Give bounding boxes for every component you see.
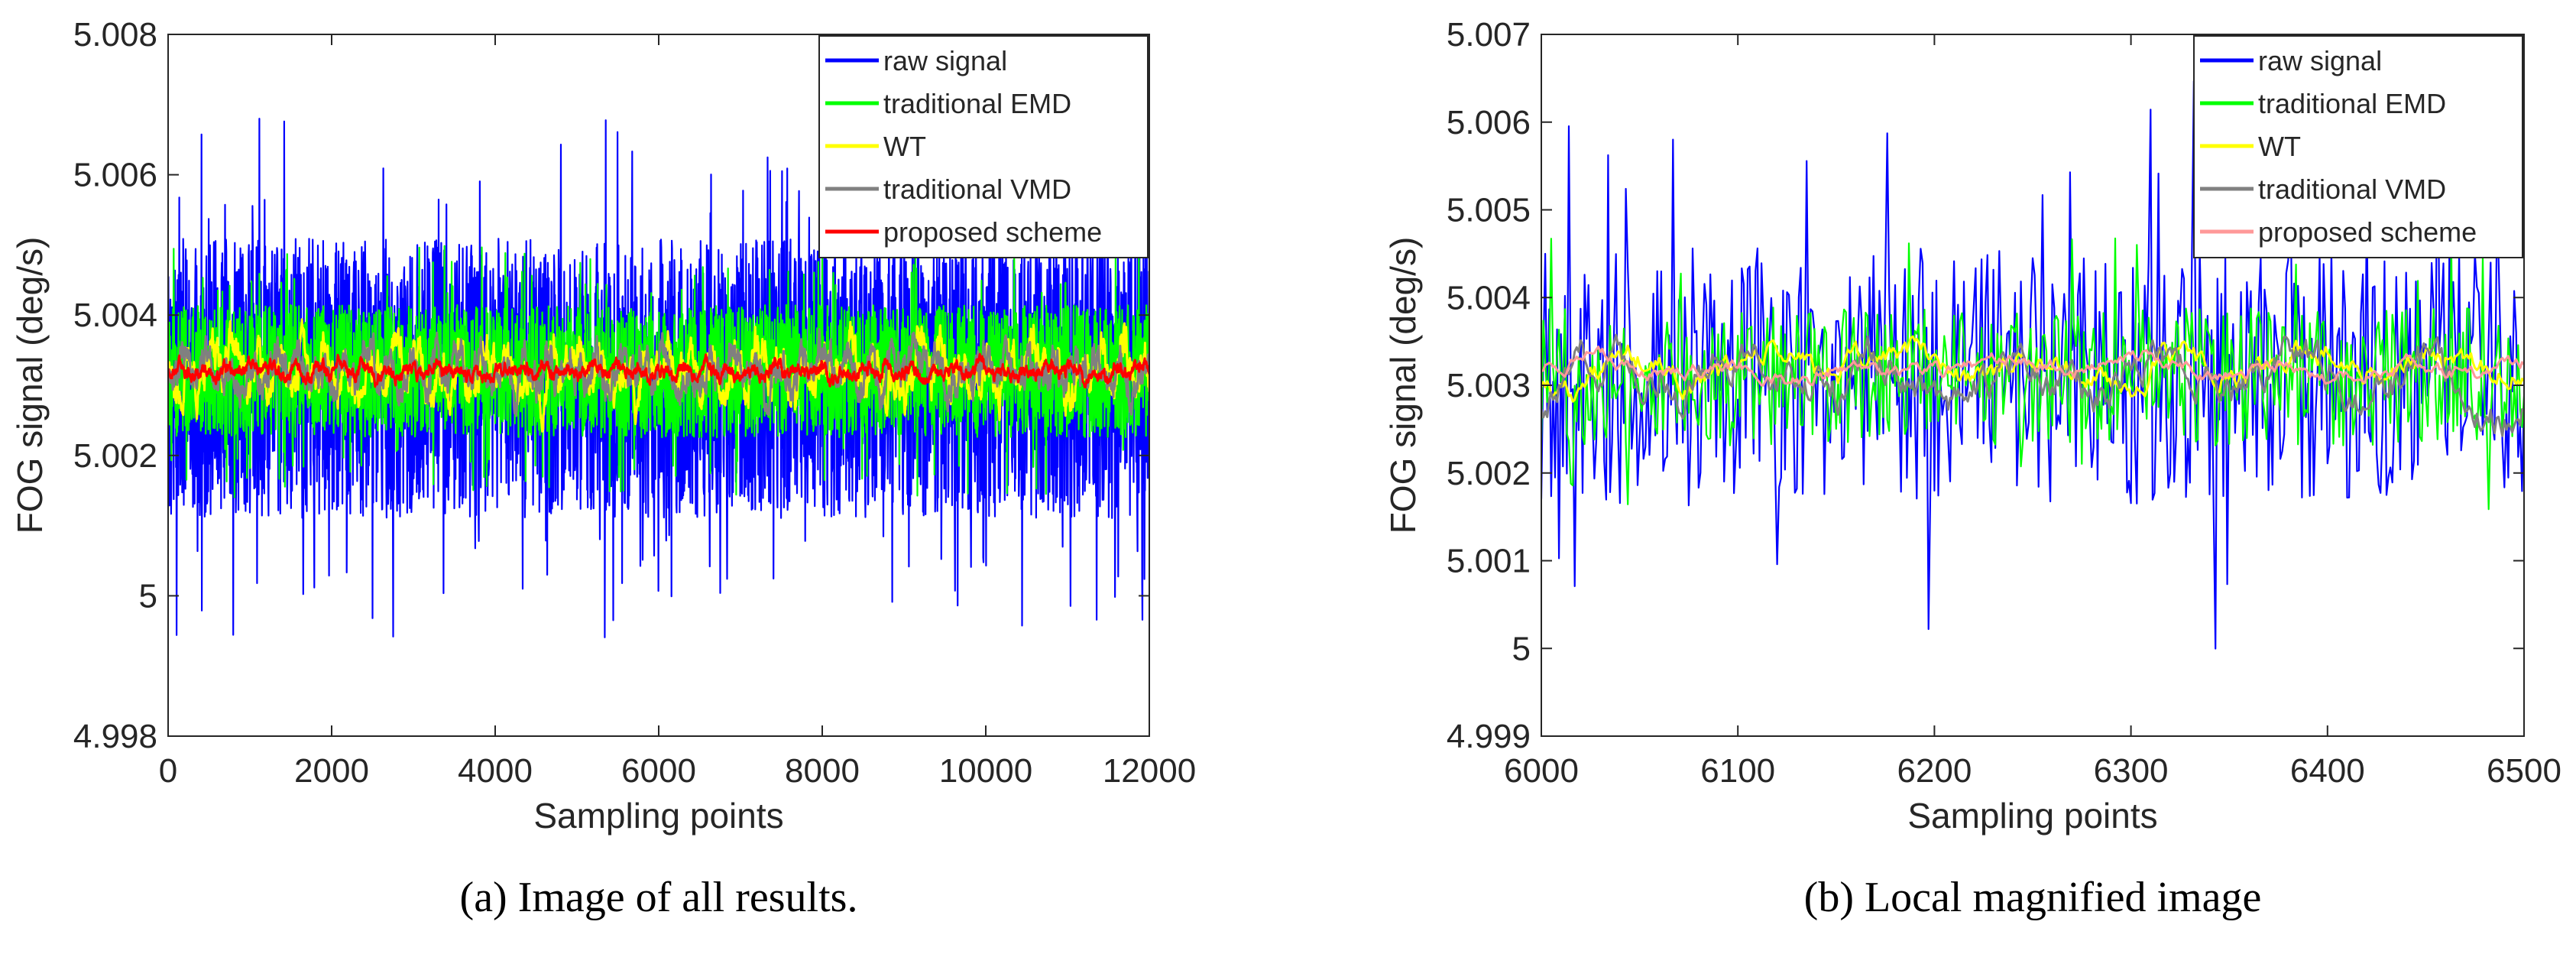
legend-label: traditional VMD xyxy=(883,174,1071,205)
x-tick-label: 6000 xyxy=(1504,752,1579,790)
series-proposed-scheme xyxy=(168,352,1149,389)
series-wt xyxy=(1541,335,2524,403)
x-tick-label: 6000 xyxy=(621,752,696,790)
x-axis-label: Sampling points xyxy=(1907,796,2157,836)
x-tick-label: 6500 xyxy=(2487,752,2561,790)
y-tick-label: 5.005 xyxy=(1447,192,1531,229)
legend-label: WT xyxy=(2258,131,2301,162)
legend-label: proposed scheme xyxy=(2258,216,2477,248)
chart-b: 6000 6100 6200 6300 6400 6500 4.999 5 5.001 5.002… xyxy=(1383,16,2561,921)
y-axis-label: FOG signal (deg/s) xyxy=(10,237,50,534)
x-tick-label: 0 xyxy=(159,752,177,790)
series-raw-signal xyxy=(1541,80,2524,650)
legend-label: traditional VMD xyxy=(2258,174,2446,205)
y-tick-label: 5.003 xyxy=(1447,367,1531,404)
y-tick-label: 5.002 xyxy=(1447,455,1531,492)
legend-label: raw signal xyxy=(883,45,1007,76)
y-tick-label: 5.002 xyxy=(73,437,157,475)
series-group xyxy=(168,118,1149,638)
x-tick-label: 6300 xyxy=(2094,752,2169,790)
legend-label: traditional EMD xyxy=(883,88,1071,119)
series-group xyxy=(1541,80,2524,650)
x-axis-label: Sampling points xyxy=(533,796,783,836)
y-tick-label: 5.006 xyxy=(1447,104,1531,141)
x-tick-label: 12000 xyxy=(1103,752,1196,790)
x-tick-label: 4000 xyxy=(458,752,533,790)
legend-label: proposed scheme xyxy=(883,216,1102,248)
x-tick-label: 8000 xyxy=(785,752,860,790)
y-tick-label: 5.001 xyxy=(1447,543,1531,580)
legend: raw signal traditional EMD WT traditional V… xyxy=(2193,35,2523,258)
y-tick-label: 4.999 xyxy=(1447,718,1531,755)
legend-label: traditional EMD xyxy=(2258,88,2446,119)
y-tick-label: 5.007 xyxy=(1447,16,1531,54)
x-tick-label: 10000 xyxy=(939,752,1032,790)
y-tick-label: 5.004 xyxy=(73,297,157,334)
y-tick-label: 5.006 xyxy=(73,157,157,194)
y-tick-label: 5 xyxy=(139,577,157,615)
legend-box xyxy=(818,35,1149,258)
x-tick-label: 6200 xyxy=(1897,752,1972,790)
figure-caption: (a) Image of all results. xyxy=(460,874,858,921)
series-proposed-scheme xyxy=(1541,346,2524,387)
legend: raw signal traditional EMD WT traditional V… xyxy=(818,35,1149,258)
legend-label: raw signal xyxy=(2258,45,2382,76)
chart-a: 0 2000 4000 6000 8000 10000 12000 4.998 5 5.002 5.… xyxy=(10,16,1196,921)
x-tick-label: 6100 xyxy=(1700,752,1775,790)
y-tick-label: 5.004 xyxy=(1447,279,1531,316)
y-tick-label: 5 xyxy=(1512,630,1531,667)
x-tick-label: 2000 xyxy=(294,752,369,790)
y-tick-label: 5.008 xyxy=(73,16,157,54)
figure-caption: (b) Local magnified image xyxy=(1804,874,2262,921)
x-tick-label: 6400 xyxy=(2290,752,2365,790)
legend-label: WT xyxy=(883,131,926,162)
y-tick-label: 4.998 xyxy=(73,718,157,755)
y-axis-label: FOG signal (deg/s) xyxy=(1383,237,1423,534)
